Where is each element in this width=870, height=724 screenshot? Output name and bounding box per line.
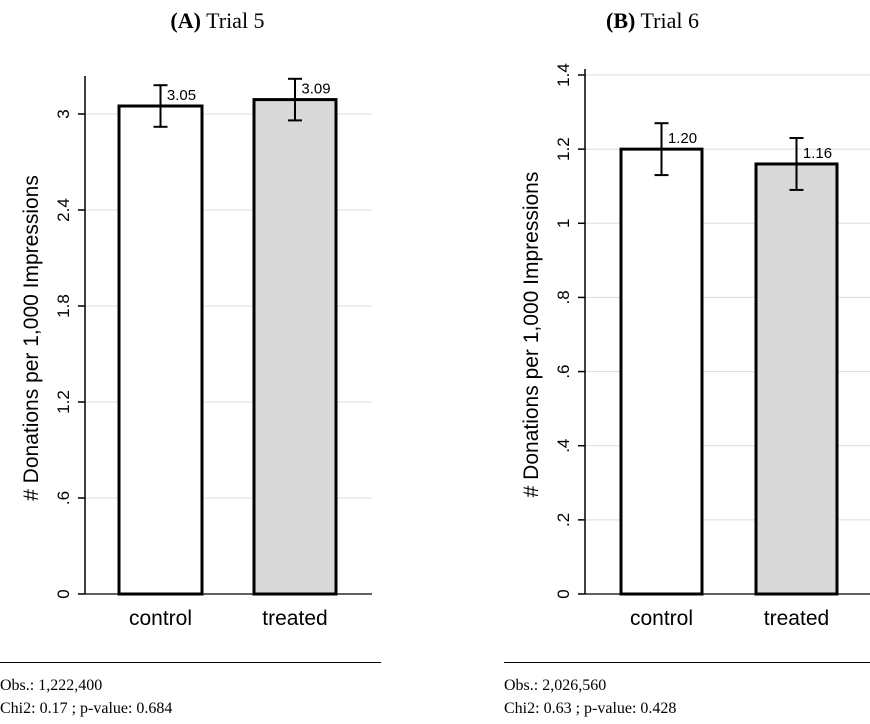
y-tick-label: 0: [554, 589, 573, 598]
y-tick-label: 3: [54, 109, 73, 118]
footnote: Obs.: 2,026,560 Chi2: 0.63 ; p-value: 0.…: [504, 674, 676, 720]
x-tick-label: treated: [262, 607, 327, 630]
panel-letter: (B): [606, 8, 636, 33]
y-tick-label: 1.2: [54, 390, 73, 414]
y-tick-label: 1: [554, 219, 573, 228]
footnote: Obs.: 1,222,400 Chi2: 0.17 ; p-value: 0.…: [0, 674, 172, 720]
y-tick-label: .2: [554, 513, 573, 527]
panel-letter: (A): [170, 8, 201, 33]
footnote-rule: [504, 662, 870, 663]
x-tick-label: treated: [764, 607, 829, 630]
bar: [754, 162, 839, 596]
panel-title-text: Trial 6: [635, 8, 699, 33]
panel-title: (A) Trial 5: [0, 8, 435, 34]
y-tick-label: .6: [54, 491, 73, 505]
y-tick-label: .8: [554, 290, 573, 304]
x-tick-label: control: [630, 607, 693, 630]
data-label: 3.05: [167, 87, 196, 104]
panel-trial-5: (A) Trial 5 0 .6 1.2 1.8 2.4 3 # Donations per…: [0, 8, 435, 720]
footnote-stats: Chi2: 0.63 ; p-value: 0.428: [504, 700, 677, 717]
y-axis-label: # Donations per 1,000 Impressions: [520, 172, 543, 498]
y-tick-label: 1.2: [554, 137, 573, 161]
x-tick-label: control: [129, 607, 192, 630]
data-label: 3.09: [301, 81, 330, 98]
footnote-obs: Obs.: 2,026,560: [504, 677, 607, 694]
bar: [117, 104, 204, 596]
y-tick-label: 1.8: [54, 294, 73, 318]
footnote-rule: [0, 662, 381, 663]
bar: [252, 98, 338, 596]
footnote-obs: Obs.: 1,222,400: [0, 677, 103, 694]
footnote-stats: Chi2: 0.17 ; p-value: 0.684: [0, 700, 173, 717]
y-tick-label: .4: [554, 439, 573, 453]
y-tick-label: 0: [54, 589, 73, 598]
bar: [619, 147, 704, 596]
data-label: 1.20: [668, 130, 697, 147]
data-label: 1.16: [803, 145, 832, 162]
panel-trial-6: (B) Trial 6 0 .2 .4 .6 .8 1 1.2 1.4 # Donations …: [435, 0, 870, 724]
bar-chart: 0 .2 .4 .6 .8 1 1.2 1.4 # Donations per 1,000 Im…: [520, 63, 870, 630]
y-tick-label: 2.4: [54, 198, 73, 222]
panel-title: (B) Trial 6: [435, 8, 870, 34]
y-tick-label: 1.4: [554, 63, 573, 87]
panel-title-text: Trial 5: [200, 8, 265, 33]
y-tick-label: .6: [554, 364, 573, 378]
bar-chart: 0 .6 1.2 1.8 2.4 3 # Donations per 1,000 Impre…: [20, 76, 372, 630]
y-axis-label: # Donations per 1,000 Impressions: [20, 175, 43, 501]
